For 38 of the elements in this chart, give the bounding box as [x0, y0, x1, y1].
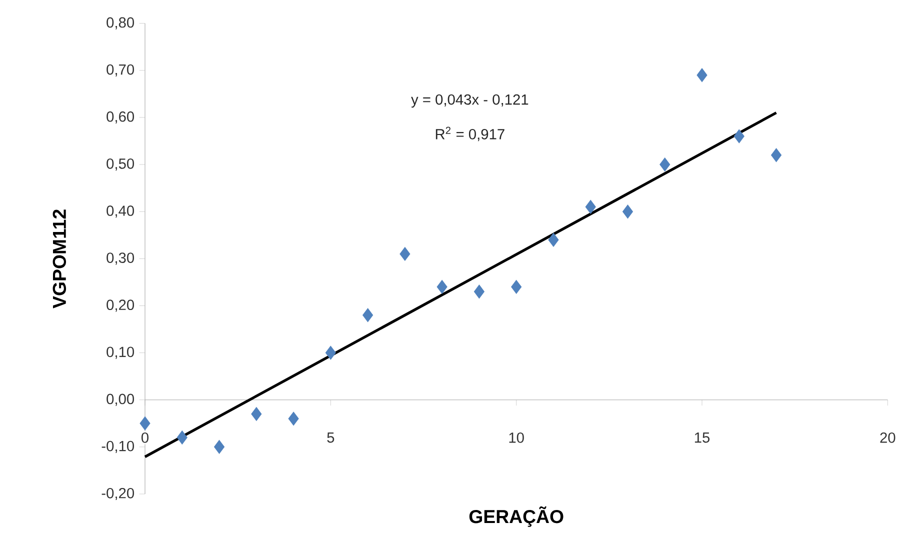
- point: [288, 412, 299, 426]
- y-tick-label: -0,20: [102, 488, 134, 500]
- point: [622, 204, 634, 219]
- point: [214, 440, 225, 454]
- y-tick-label: -0,10: [102, 440, 134, 453]
- y-tick-label: 0,60: [106, 111, 134, 124]
- y-axis-title: VGPOM112: [52, 210, 66, 308]
- point: [474, 284, 484, 299]
- y-tick-label: 0,20: [106, 300, 134, 312]
- y-tick-label: 0,70: [106, 64, 134, 76]
- x-tick-label: 10: [509, 432, 524, 443]
- y-tick-label: 0,50: [106, 158, 134, 171]
- x-tick-label: 15: [694, 432, 710, 443]
- point: [696, 68, 708, 82]
- x-tick-label: 20: [880, 432, 896, 443]
- point: [585, 200, 596, 214]
- point: [362, 308, 374, 322]
- point: [400, 247, 410, 261]
- x-tick-label: 0: [141, 432, 148, 443]
- point: [251, 407, 262, 421]
- y-tick-label: 0,80: [106, 17, 134, 30]
- point: [176, 430, 188, 444]
- point: [140, 416, 150, 430]
- point: [770, 148, 782, 162]
- point: [511, 280, 522, 294]
- y-tick-label: 0,30: [106, 252, 134, 265]
- x-axis-title: GERAÇÃO: [469, 506, 564, 527]
- point: [548, 232, 559, 247]
- annotation: y = 0,043x - 0,121: [411, 94, 528, 108]
- annotation: R$^{2}$ = 0,917: [436, 126, 504, 142]
- y-tick-label: 0,00: [106, 394, 134, 406]
- point: [660, 158, 670, 172]
- y-tick-label: 0,40: [106, 206, 134, 218]
- point: [734, 129, 744, 144]
- x-tick-label: 5: [327, 432, 334, 443]
- y-tick-label: 0,10: [106, 346, 134, 359]
- point: [436, 280, 448, 294]
- point: [325, 346, 336, 360]
